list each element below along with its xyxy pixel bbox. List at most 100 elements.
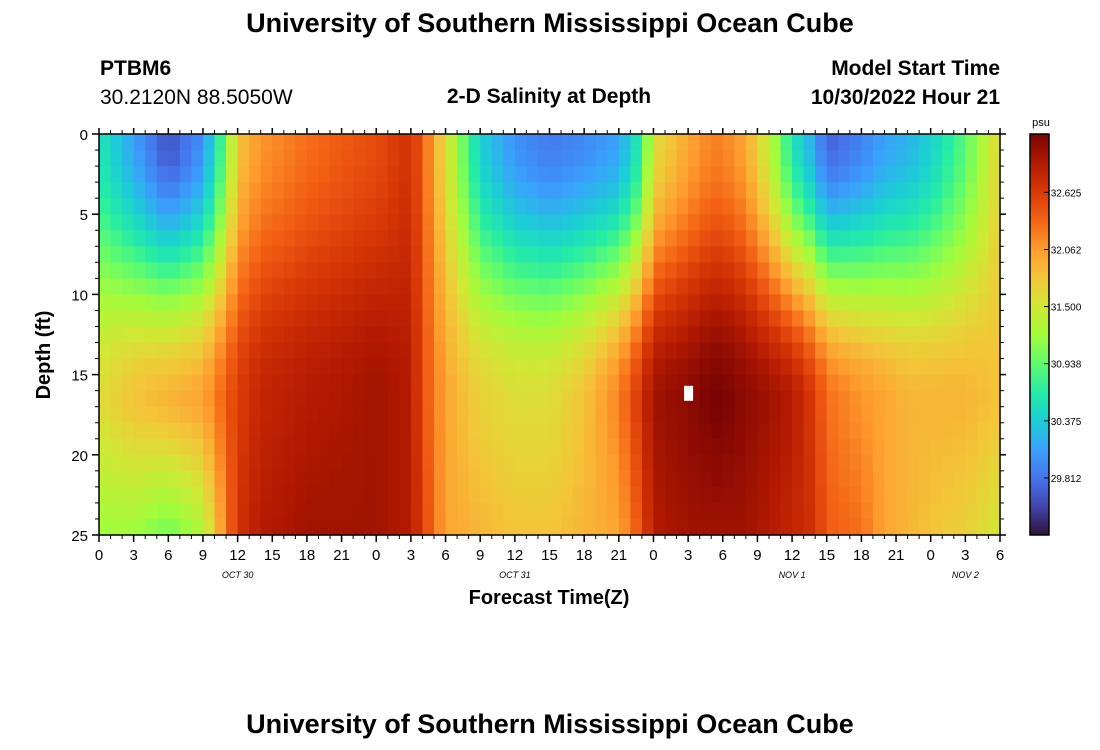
heatmap-cell bbox=[711, 182, 724, 199]
heatmap-cell bbox=[491, 374, 504, 392]
heatmap-cell bbox=[526, 294, 539, 312]
heatmap-cell bbox=[191, 230, 204, 247]
heatmap-cell bbox=[341, 454, 354, 472]
heatmap-cell bbox=[630, 294, 643, 312]
heatmap-cell bbox=[399, 374, 412, 392]
heatmap-cell bbox=[260, 166, 273, 183]
heatmap-cell bbox=[457, 294, 470, 312]
heatmap-cell bbox=[838, 310, 851, 328]
heatmap-cell bbox=[896, 198, 909, 215]
heatmap-cell bbox=[595, 326, 608, 344]
heatmap-cell bbox=[433, 294, 447, 312]
heatmap-cell bbox=[930, 134, 943, 151]
heatmap-cell bbox=[226, 150, 239, 167]
heatmap-cell bbox=[514, 374, 527, 392]
heatmap-cell bbox=[953, 406, 966, 424]
heatmap-cell bbox=[283, 214, 296, 231]
heatmap-cell bbox=[156, 374, 169, 392]
heatmap-cell bbox=[734, 198, 747, 215]
heatmap-cell bbox=[110, 150, 123, 167]
heatmap-cell bbox=[399, 406, 412, 424]
x-tick-label: 12 bbox=[229, 547, 246, 564]
heatmap-cell bbox=[503, 278, 516, 295]
heatmap-cell bbox=[861, 454, 874, 472]
heatmap-cell bbox=[376, 470, 389, 488]
heatmap-cell bbox=[699, 262, 712, 279]
heatmap-cell bbox=[422, 454, 435, 472]
heatmap-cell bbox=[919, 374, 932, 392]
heatmap-cell bbox=[110, 182, 123, 199]
heatmap-cell bbox=[965, 134, 978, 151]
heatmap-cell bbox=[156, 246, 169, 263]
heatmap-cell bbox=[618, 198, 631, 215]
heatmap-cell bbox=[688, 294, 701, 312]
heatmap-cell bbox=[122, 262, 135, 279]
heatmap-cell bbox=[433, 486, 447, 504]
heatmap-cell bbox=[884, 406, 897, 424]
heatmap-cell bbox=[953, 294, 966, 312]
heatmap-cell bbox=[457, 502, 470, 520]
heatmap-cell bbox=[226, 326, 239, 344]
heatmap-cell bbox=[353, 198, 366, 215]
heatmap-cell bbox=[537, 278, 551, 295]
heatmap-cell bbox=[422, 262, 435, 279]
heatmap-cell bbox=[341, 374, 354, 392]
heatmap-cell bbox=[306, 486, 320, 504]
heatmap-cell bbox=[480, 406, 493, 424]
heatmap-cell bbox=[826, 310, 839, 328]
heatmap-cell bbox=[249, 454, 262, 472]
heatmap-cell bbox=[537, 246, 551, 263]
heatmap-cell bbox=[318, 390, 331, 408]
heatmap-cell bbox=[445, 358, 458, 376]
heatmap-cell bbox=[387, 262, 400, 279]
heatmap-cell bbox=[156, 358, 169, 376]
heatmap-cell bbox=[410, 342, 424, 360]
heatmap-cell bbox=[942, 502, 955, 520]
heatmap-cell bbox=[422, 342, 435, 360]
heatmap-cell bbox=[907, 150, 920, 167]
heatmap-cell bbox=[410, 374, 424, 392]
heatmap-cell bbox=[156, 262, 169, 279]
heatmap-cell bbox=[226, 294, 239, 312]
heatmap-cell bbox=[665, 358, 678, 376]
heatmap-cell bbox=[283, 230, 296, 247]
heatmap-cell bbox=[734, 518, 747, 536]
heatmap-cell bbox=[699, 390, 712, 408]
heatmap-cell bbox=[272, 198, 285, 215]
heatmap-cell bbox=[387, 246, 400, 263]
heatmap-cell bbox=[988, 422, 1001, 440]
heatmap-cell bbox=[318, 518, 331, 536]
heatmap-cell bbox=[283, 294, 296, 312]
heatmap-cell bbox=[930, 422, 943, 440]
heatmap-cell bbox=[318, 470, 331, 488]
y-tick-label: 5 bbox=[80, 207, 88, 224]
heatmap-cell bbox=[653, 262, 666, 279]
heatmap-cell bbox=[722, 134, 735, 151]
heatmap-cell bbox=[815, 502, 828, 520]
heatmap-cell bbox=[907, 454, 920, 472]
heatmap-cell bbox=[399, 438, 412, 456]
heatmap-cell bbox=[260, 150, 273, 167]
heatmap-cell bbox=[688, 422, 701, 440]
heatmap-cell bbox=[341, 342, 354, 360]
heatmap-cell bbox=[457, 262, 470, 279]
heatmap-cell bbox=[768, 518, 782, 536]
heatmap-cell bbox=[826, 486, 839, 504]
heatmap-cell bbox=[445, 390, 458, 408]
heatmap-cell bbox=[168, 326, 181, 344]
heatmap-cell bbox=[353, 166, 366, 183]
heatmap-cell bbox=[803, 294, 816, 312]
heatmap-cell bbox=[561, 134, 574, 151]
heatmap-cell bbox=[526, 310, 539, 328]
heatmap-cell bbox=[410, 134, 424, 151]
heatmap-cell bbox=[503, 214, 516, 231]
heatmap-cell bbox=[376, 166, 389, 183]
heatmap-cell bbox=[942, 390, 955, 408]
heatmap-cell bbox=[156, 390, 169, 408]
heatmap-cell bbox=[376, 310, 389, 328]
heatmap-cell bbox=[226, 358, 239, 376]
heatmap-cell bbox=[653, 198, 666, 215]
heatmap-cell bbox=[838, 278, 851, 295]
heatmap-cell bbox=[226, 502, 239, 520]
heatmap-cell bbox=[457, 486, 470, 504]
